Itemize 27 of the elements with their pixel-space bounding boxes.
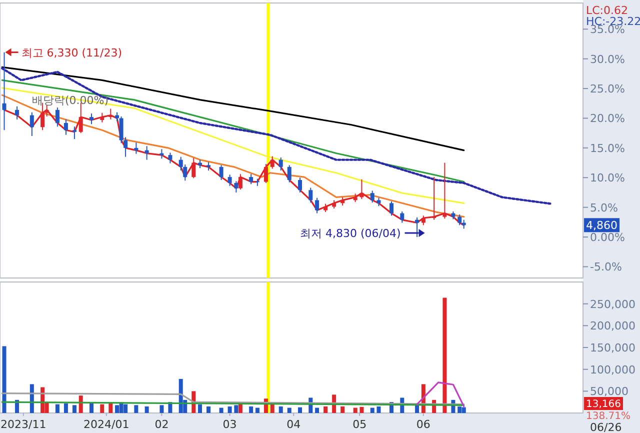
text: 13,166 — [586, 399, 621, 410]
y-tick-label: 30.0% — [590, 52, 625, 66]
y-tick-label: 5.0% — [590, 201, 618, 214]
text: 06/26 — [590, 421, 622, 433]
y-tick-label: -5.0% — [590, 260, 622, 274]
y-tick-label: 15.0% — [590, 142, 625, 155]
x-tick-label: 03 — [222, 418, 237, 431]
x-tick-label: 02 — [154, 418, 169, 431]
text: 138.71% — [586, 411, 630, 422]
y-tick-label: 50,000 — [590, 385, 628, 398]
y-tick-label: 250,000 — [590, 298, 636, 311]
x-tick-label: 04 — [286, 418, 301, 431]
y-tick-label: 25.0% — [590, 82, 625, 96]
x-tick-label: 05 — [352, 418, 367, 431]
y-tick-label: 150,000 — [590, 342, 636, 354]
x-tick-label: 06 — [416, 418, 430, 431]
x-tick-label: 2024/01 — [84, 418, 130, 431]
y-tick-label: 0.00% — [590, 231, 625, 244]
y-tick-label: 100,000 — [590, 363, 636, 376]
y-tick-label: 200,000 — [590, 320, 636, 333]
annotation: 최저 4,830 (06/04) — [300, 227, 401, 240]
text: LC:0.62 — [586, 4, 628, 17]
x-tick-label: 2023/11 — [0, 418, 46, 431]
text: 4,860 — [586, 219, 618, 232]
y-tick-label: 20.0% — [590, 112, 625, 126]
annotation: 최고 6,330 (11/23) — [21, 46, 122, 60]
y-tick-label: 10.0% — [590, 172, 625, 185]
